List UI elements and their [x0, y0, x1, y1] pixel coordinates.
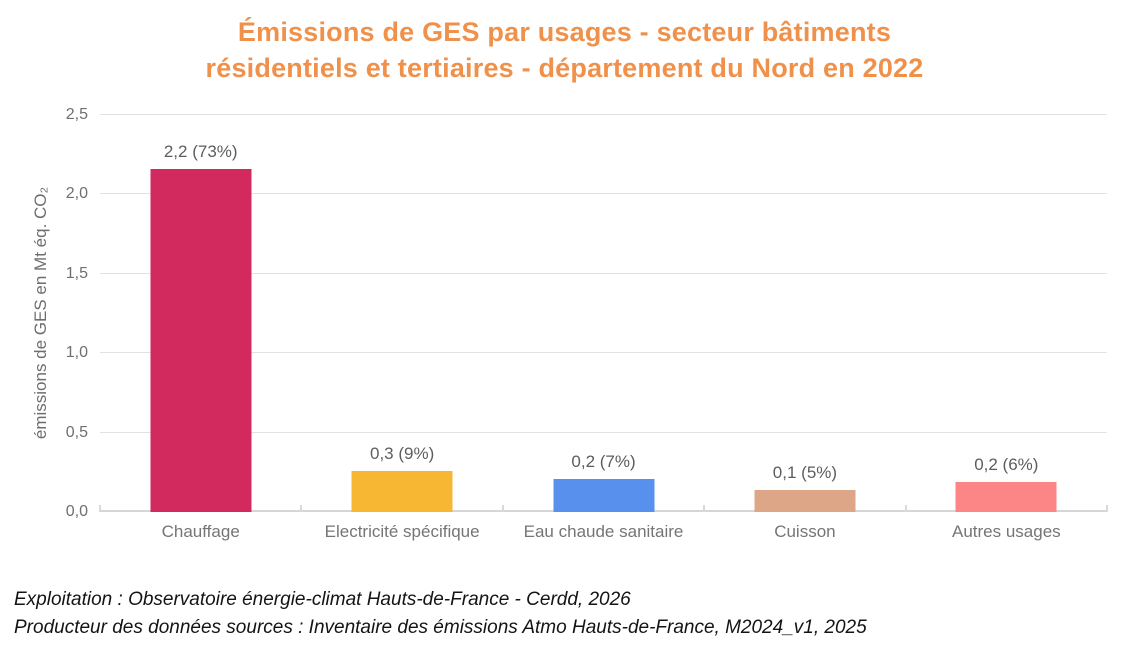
y-axis-tick-label: 2,5: [65, 106, 88, 123]
gridline: [100, 352, 1107, 354]
gridline: [100, 114, 1107, 115]
x-axis-category-labels: Chauffage Electricité spécifique Eau cha…: [100, 522, 1107, 542]
bar-electricite-specifique: [351, 470, 453, 512]
bar-value-label: 0,2 (7%): [571, 451, 636, 471]
x-label-eau-chaude-sanitaire: Eau chaude sanitaire: [523, 522, 684, 541]
gridline: [100, 193, 1107, 195]
bar-chauffage: [150, 169, 252, 512]
bar-eau-chaude-sanitaire: [553, 478, 655, 512]
source-credits: Exploitation : Observatoire énergie-clim…: [14, 586, 867, 642]
y-axis-tick-label: 0,0: [65, 503, 88, 520]
x-label-electricite-specifique: Electricité spécifique: [324, 522, 480, 541]
chart-title: Émissions de GES par usages - secteur bâ…: [0, 14, 1129, 86]
bar-autres-usages: [955, 481, 1057, 512]
x-label-chauffage: Chauffage: [161, 522, 240, 541]
x-axis-tick: [501, 505, 504, 512]
x-axis-tick: [1106, 505, 1108, 512]
source-credit-producteur: Producteur des données sources : Inventa…: [14, 617, 867, 638]
plot-area: 2,2 (73%) 0,3 (9%) 0,2 (7%) 0,1 (5%) 0,2…: [99, 114, 1108, 512]
bar-columns: 2,2 (73%) 0,3 (9%) 0,2 (7%) 0,1 (5%) 0,2…: [100, 115, 1107, 512]
x-label-cuisson: Cuisson: [774, 522, 836, 541]
x-axis-tick: [300, 505, 303, 512]
bar-cuisson: [754, 489, 856, 512]
y-axis-tick-label: 1,0: [65, 344, 88, 362]
bar-value-label: 2,2 (73%): [163, 142, 238, 161]
gridline: [100, 431, 1107, 433]
bar-column-cuisson: 0,1 (5%): [704, 115, 905, 512]
y-axis-tick-label: 2,0: [65, 185, 88, 203]
source-credit-exploitation: Exploitation : Observatoire énergie-clim…: [14, 589, 631, 610]
x-axis-tick: [99, 505, 101, 512]
x-axis-tick: [904, 505, 907, 512]
bar-value-label: 0,3 (9%): [369, 443, 435, 463]
bar-value-label: 0,2 (6%): [974, 454, 1039, 474]
bar-column-chauffage: 2,2 (73%): [100, 115, 301, 512]
x-label-autres-usages: Autres usages: [951, 522, 1061, 541]
bar-column-eau-chaude-sanitaire: 0,2 (7%): [503, 115, 704, 512]
bar-column-autres-usages: 0,2 (6%): [906, 115, 1107, 512]
gridline: [100, 272, 1107, 274]
chart-title-line2: résidentiels et tertiaires - département…: [205, 53, 924, 83]
y-axis-tick-label: 0,5: [65, 423, 88, 441]
bar-value-label: 0,1 (5%): [772, 462, 838, 482]
x-axis-tick: [703, 505, 706, 512]
chart-title-line1: Émissions de GES par usages - secteur bâ…: [237, 17, 892, 47]
y-axis-tick-labels: 0,0 0,5 1,0 1,5 2,0 2,5: [0, 106, 88, 520]
y-axis-tick-label: 1,5: [65, 264, 88, 282]
bar-column-electricite-specifique: 0,3 (9%): [301, 115, 502, 512]
